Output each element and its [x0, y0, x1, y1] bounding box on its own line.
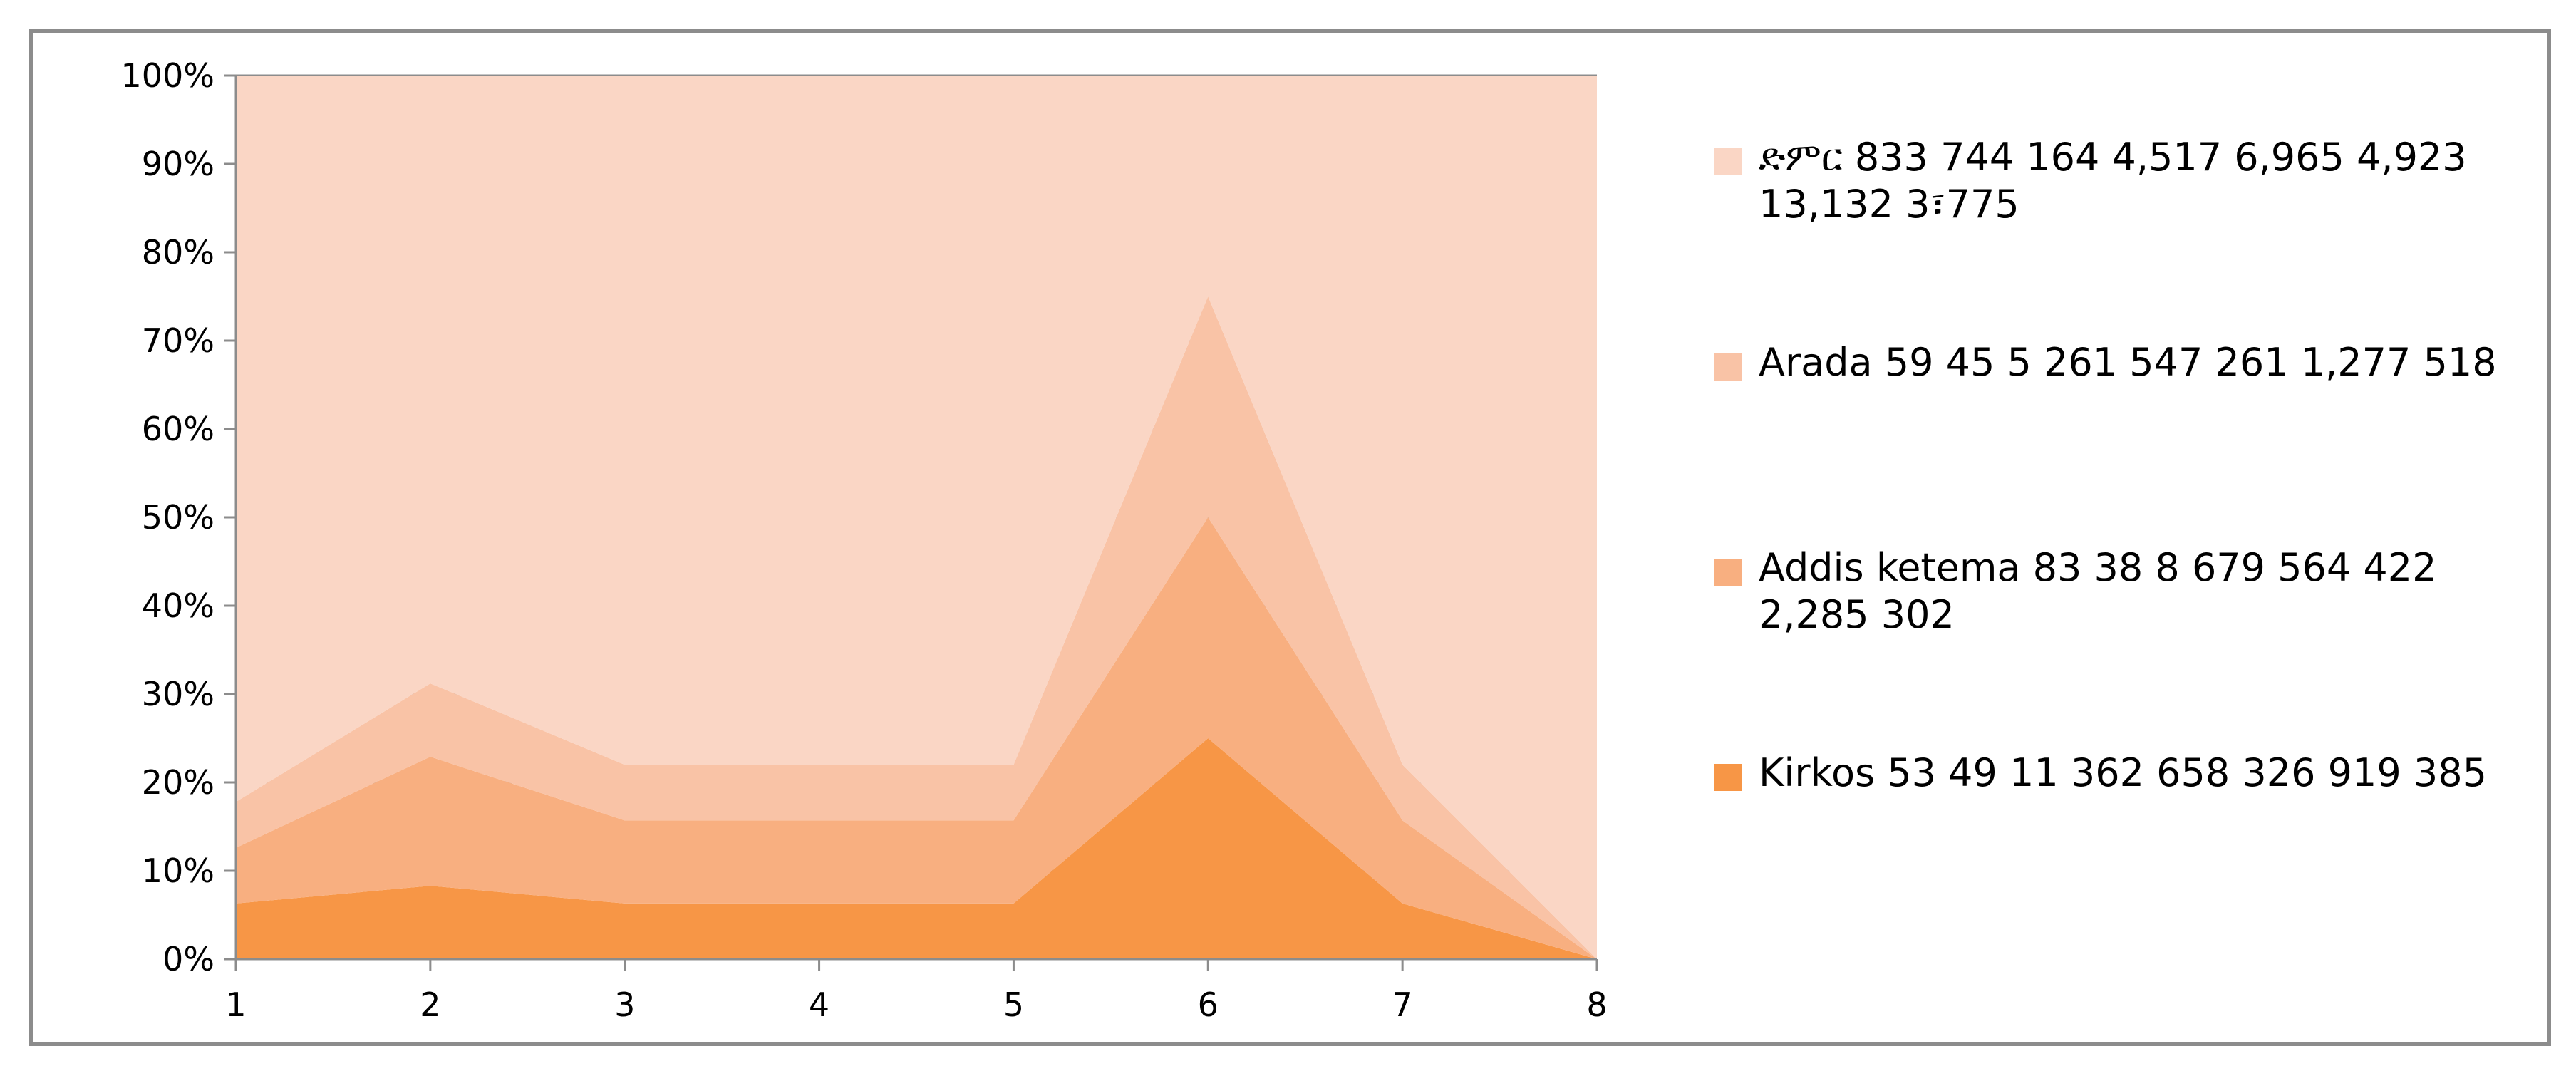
area-series-1 [236, 517, 1597, 959]
y-tick-labels: 0% 10% 20% 30% 40% 50% 60% 70% 80% 90% 100% [120, 56, 214, 978]
y-tick-label: 0% [162, 940, 214, 978]
area-series [236, 76, 1597, 959]
legend-label-addis-ketema: Addis ketema 83 38 8 679 564 422 2,285 3… [1759, 545, 2437, 637]
x-tick-label: 2 [420, 986, 440, 1024]
y-tick-label: 70% [142, 321, 214, 360]
y-tick-label: 50% [142, 498, 214, 537]
x-tick-label: 8 [1586, 986, 1607, 1024]
y-tick-label: 10% [142, 852, 214, 890]
legend-swatch-addis-ketema [1714, 559, 1742, 586]
x-tick-label: 5 [1003, 986, 1024, 1024]
legend-label-total: ድምር 833 744 164 4,517 6,965 4,923 13,132… [1759, 135, 2467, 227]
y-tick-label: 20% [142, 763, 214, 802]
x-tick-label: 1 [225, 986, 246, 1024]
y-tick-label: 40% [142, 586, 214, 625]
x-tick-label: 6 [1198, 986, 1219, 1024]
legend-item-addis-ketema: Addis ketema 83 38 8 679 564 422 2,285 3… [1714, 544, 2527, 638]
area-series-3 [236, 76, 1597, 959]
x-tick-labels: 1 2 3 4 5 6 7 8 [225, 986, 1607, 1024]
area-series-0 [236, 738, 1597, 959]
legend-swatch-kirkos [1714, 764, 1742, 791]
legend-label-kirkos: Kirkos 53 49 11 362 658 326 919 385 [1759, 750, 2487, 795]
y-tick-label: 30% [142, 675, 214, 713]
x-tick-label: 7 [1392, 986, 1413, 1024]
legend-swatch-total [1714, 148, 1742, 175]
legend-item-kirkos: Kirkos 53 49 11 362 658 326 919 385 [1714, 750, 2527, 797]
area-series-2 [236, 296, 1597, 959]
chart-plot: 0% 10% 20% 30% 40% 50% 60% 70% 80% 90% 100% 1 2 3 4 5 6… [120, 56, 1607, 1024]
legend-swatch-arada [1714, 353, 1742, 381]
legend-item-total: ድምር 833 744 164 4,517 6,965 4,923 13,132… [1714, 134, 2527, 228]
y-tick-label: 60% [142, 410, 214, 448]
y-tick-label: 90% [142, 145, 214, 183]
y-tick-label: 100% [120, 56, 214, 95]
legend-label-arada: Arada 59 45 5 261 547 261 1,277 518 [1759, 340, 2497, 385]
axes [234, 76, 1598, 971]
y-tick-label: 80% [142, 233, 214, 271]
legend-item-arada: Arada 59 45 5 261 547 261 1,277 518 [1714, 339, 2527, 386]
x-tick-label: 3 [614, 986, 635, 1024]
x-tick-label: 4 [809, 986, 829, 1024]
chart-frame: 0% 10% 20% 30% 40% 50% 60% 70% 80% 90% 100% 1 2 3 4 5 6… [29, 29, 2551, 1046]
